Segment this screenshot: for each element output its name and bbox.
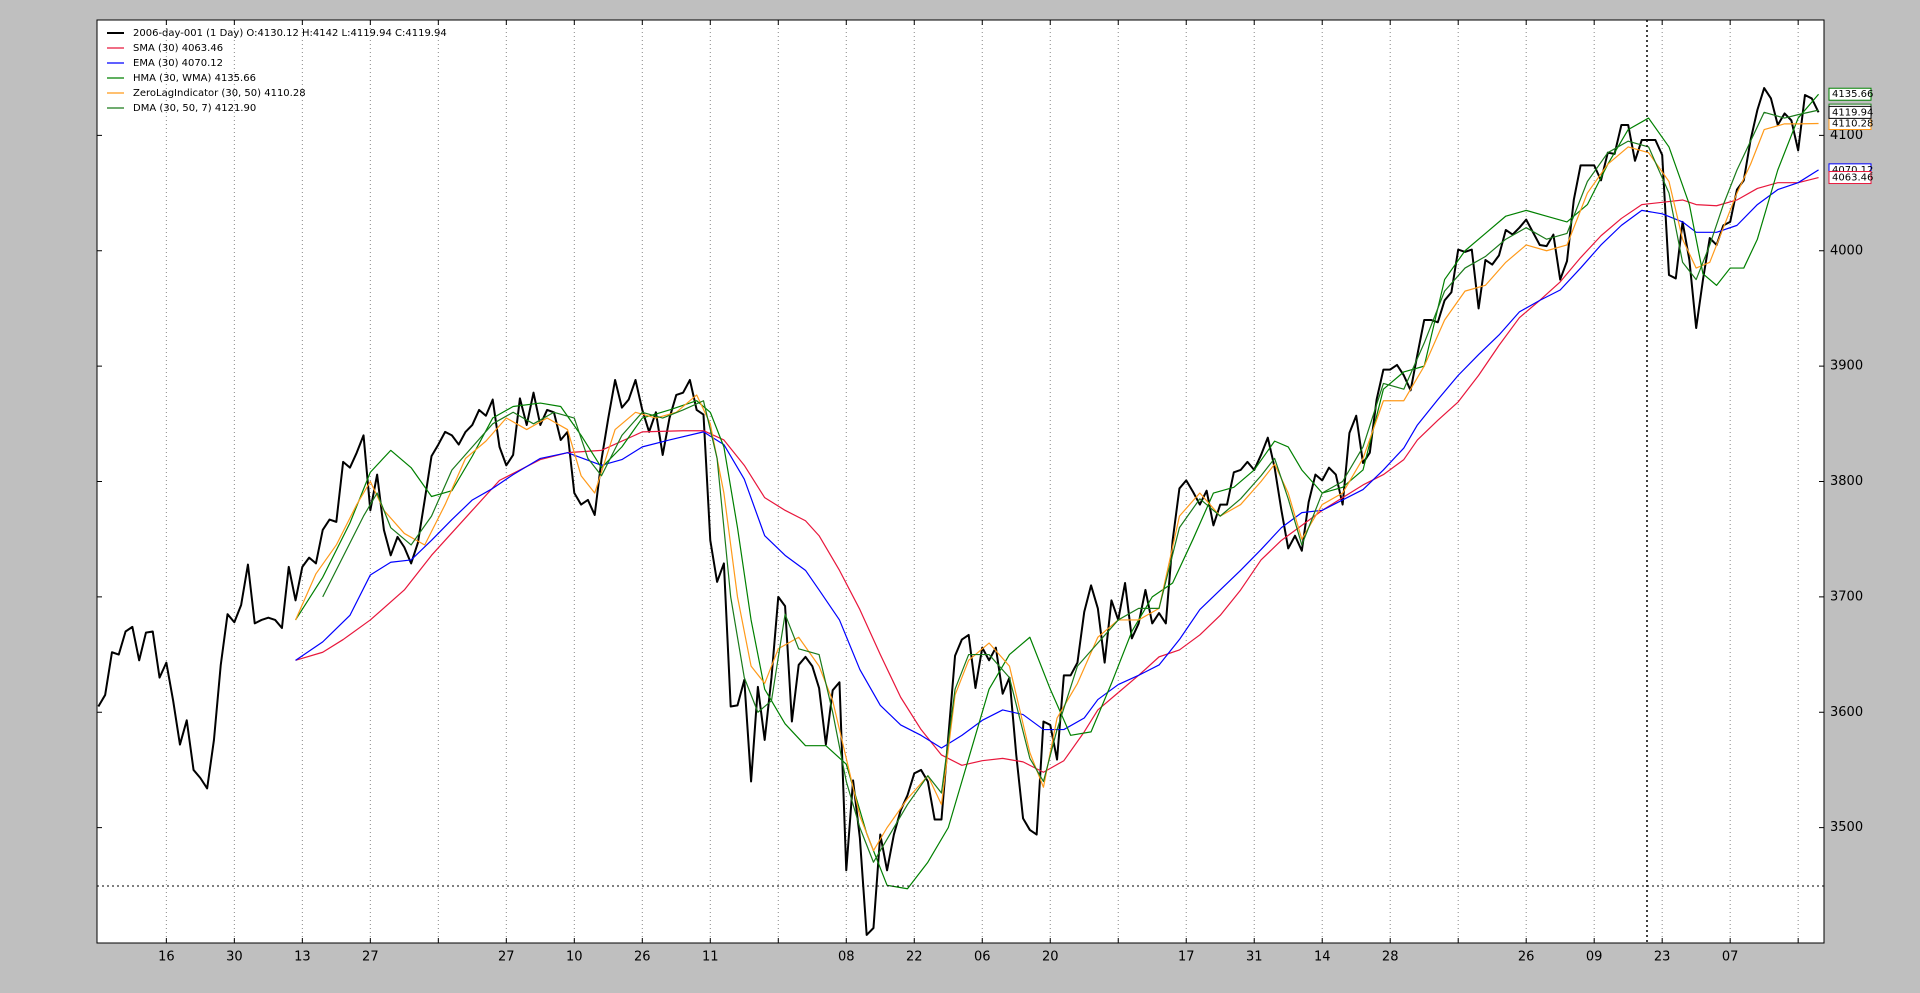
x-tick-label: 16 bbox=[158, 950, 175, 965]
x-tick-label: 17 bbox=[1178, 950, 1195, 965]
x-tick-label: 28 bbox=[1382, 950, 1399, 965]
axes: 16 30 13 27 27 10 26 11 08 22 06 20 17 31 14 28 26 09 23 07… bbox=[97, 20, 1863, 965]
x-tick-label: 30 bbox=[226, 950, 243, 965]
x-tick-label: 22 bbox=[906, 950, 923, 965]
value-tag-box bbox=[1828, 171, 1872, 185]
series-line bbox=[322, 109, 1819, 863]
x-tick-label: 27 bbox=[362, 950, 379, 965]
series-line bbox=[295, 93, 1820, 890]
y-tick-label: 3800 bbox=[1830, 474, 1863, 489]
y-tick-label: 3500 bbox=[1830, 820, 1863, 835]
series-line bbox=[97, 87, 1820, 936]
legend-label: ZeroLagIndicator (30, 50) 4110.28 bbox=[133, 88, 306, 99]
series-line bbox=[295, 176, 1819, 773]
x-tick-label: 27 bbox=[498, 950, 515, 965]
value-tag: 4110.28 bbox=[1832, 119, 1873, 130]
value-tag-box bbox=[1828, 105, 1872, 119]
x-tick-label: 26 bbox=[1518, 950, 1535, 965]
x-tick-label: 26 bbox=[634, 950, 651, 965]
x-tick-label: 07 bbox=[1722, 950, 1739, 965]
x-tick-label: 23 bbox=[1654, 950, 1671, 965]
value-tag: 4119.94 bbox=[1832, 107, 1873, 118]
x-tick-label: 20 bbox=[1042, 950, 1059, 965]
y-tick-label: 3700 bbox=[1830, 589, 1863, 604]
y-tick-label: 3600 bbox=[1830, 705, 1863, 720]
x-tick-label: 14 bbox=[1314, 950, 1331, 965]
legend-label: 2006-day-001 (1 Day) O:4130.12 H:4142 L:… bbox=[133, 28, 447, 39]
y-tick-label: 4100 bbox=[1830, 128, 1863, 143]
value-tag: 4135.66 bbox=[1832, 89, 1873, 100]
x-tick-label: 10 bbox=[566, 950, 583, 965]
x-tick-label: 11 bbox=[702, 950, 719, 965]
legend: 2006-day-001 (1 Day) O:4130.12 H:4142 L:… bbox=[107, 28, 447, 114]
legend-label: SMA (30) 4063.46 bbox=[133, 43, 223, 54]
x-tick-label: 13 bbox=[294, 950, 311, 965]
legend-label: EMA (30) 4070.12 bbox=[133, 58, 223, 69]
value-tag-box bbox=[1828, 87, 1872, 101]
y-tick-label: 3900 bbox=[1830, 359, 1863, 374]
series-line bbox=[295, 169, 1819, 749]
value-tags: 4121.94110.284135.664070.124063.464119.9… bbox=[1828, 87, 1873, 185]
legend-label: HMA (30, WMA) 4135.66 bbox=[133, 73, 256, 84]
x-tick-label: 31 bbox=[1246, 950, 1263, 965]
value-tag: 4063.46 bbox=[1832, 173, 1873, 184]
x-tick-label: 06 bbox=[974, 950, 991, 965]
legend-label: DMA (30, 50, 7) 4121.90 bbox=[133, 103, 256, 114]
x-tick-label: 08 bbox=[838, 950, 855, 965]
x-tick-label: 09 bbox=[1586, 950, 1603, 965]
value-tag: 4070.12 bbox=[1832, 165, 1873, 176]
plot-area bbox=[97, 20, 1824, 943]
series-lines bbox=[97, 87, 1820, 936]
y-tick-label: 4000 bbox=[1830, 243, 1863, 258]
